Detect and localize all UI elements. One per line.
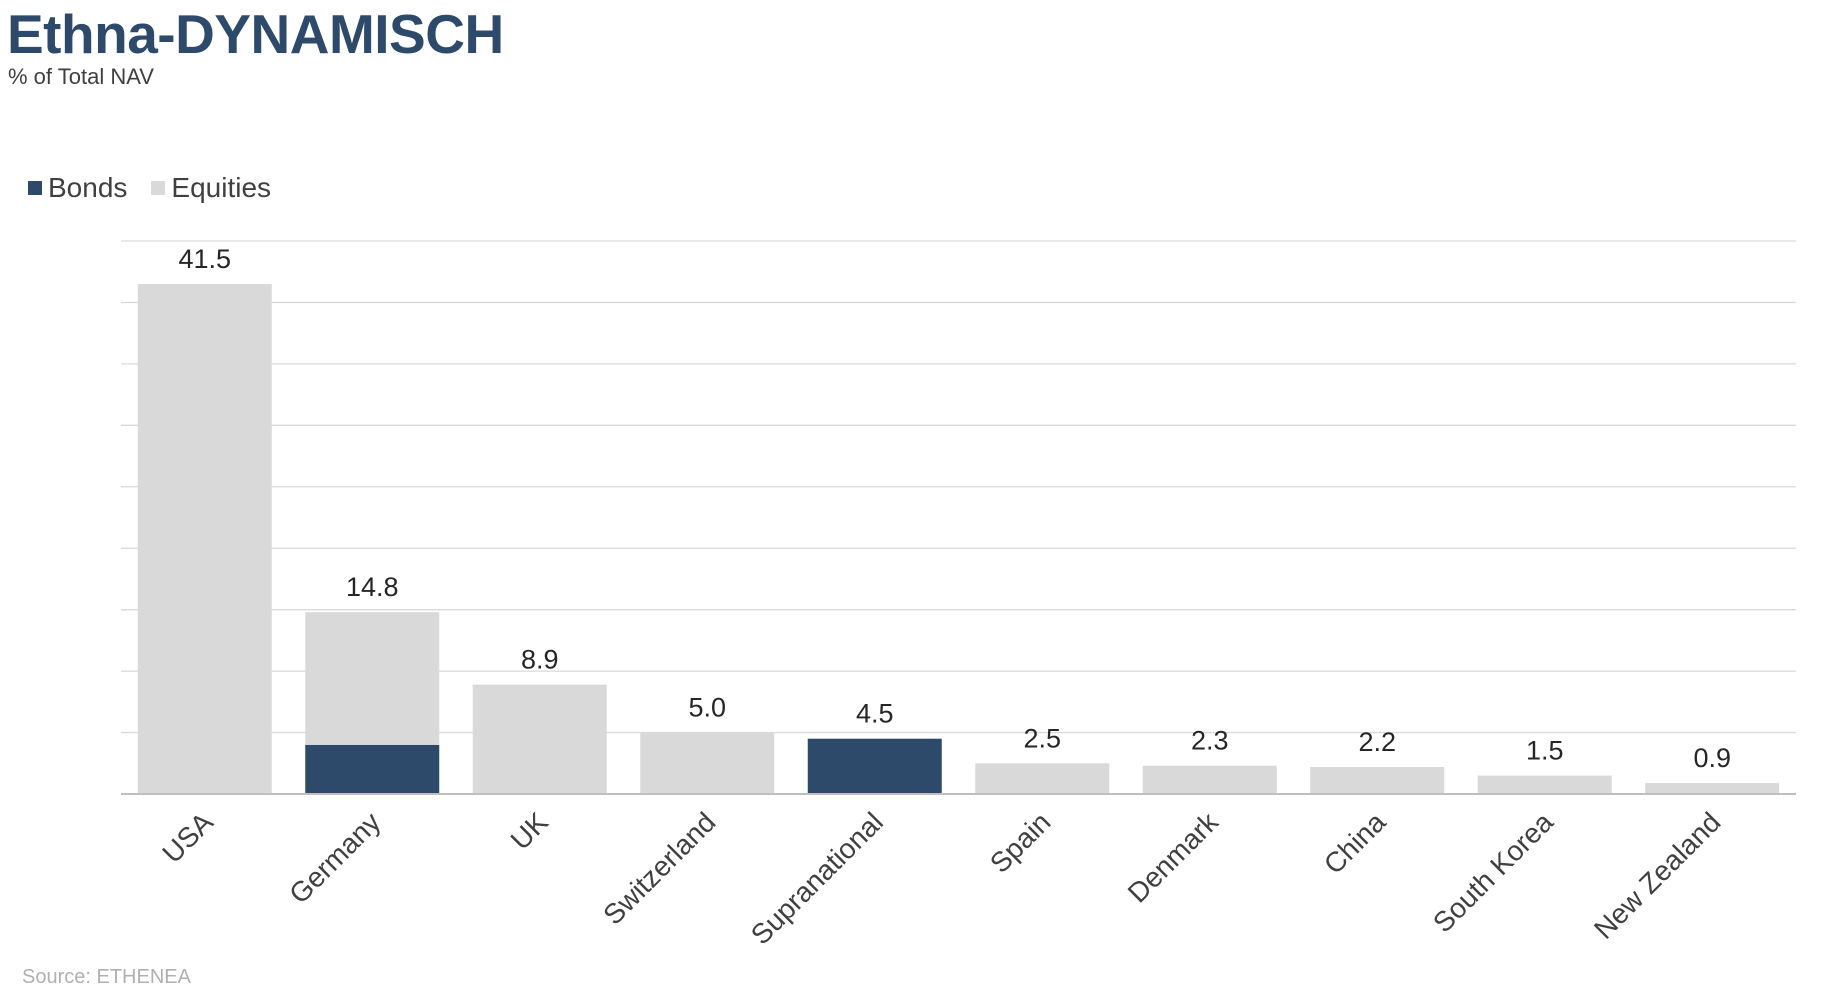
legend-swatch-bonds [28,181,42,195]
data-label-south-korea: 1.5 [1526,736,1564,766]
chart-legend: Bonds Equities [28,172,295,204]
legend-item-equities: Equities [151,172,271,204]
tick-label-usa: USA [156,806,219,869]
bar-supranational-bonds [807,738,942,794]
tick-label-germany: Germany [283,806,386,909]
data-label-spain: 2.5 [1023,723,1061,753]
data-label-new-zealand: 0.9 [1693,743,1731,773]
bars [137,284,1780,794]
bar-new-zealand-equities [1645,782,1780,794]
bar-china-equities [1310,766,1445,794]
tick-label-switzerland: Switzerland [597,806,721,930]
tick-label-south-korea: South Korea [1427,806,1559,938]
data-label-switzerland: 5.0 [688,693,726,723]
legend-swatch-equities [151,181,166,195]
data-labels: 41.5 14.8 8.9 5.0 4.5 2.5 2.3 2.2 1.5 0.9 [178,244,1731,773]
tick-label-china: China [1318,806,1392,880]
legend-item-bonds: Bonds [28,172,127,204]
legend-label-equities: Equities [171,172,272,203]
bar-switzerland-equities [640,732,775,794]
bar-uk-equities [472,684,607,794]
x-axis: USA Germany UK Switzerland Supranational Spai… [121,793,1796,950]
chart-subtitle: % of Total NAV [8,64,154,89]
data-label-china: 2.2 [1358,727,1396,757]
legend-label-bonds: Bonds [48,172,128,203]
bar-denmark-equities [1142,765,1277,794]
data-label-germany: 14.8 [346,572,399,602]
tick-label-new-zealand: New Zealand [1588,806,1727,945]
data-label-supranational: 4.5 [856,699,894,729]
bar-germany-bonds [305,744,440,794]
bar-germany-equities [305,612,440,745]
data-label-usa: 41.5 [178,244,231,274]
tick-label-uk: UK [505,806,555,856]
source-note: Source: ETHENEA [22,966,191,988]
chart-title: Ethna-DYNAMISCH [7,3,504,65]
bar-spain-equities [975,763,1110,794]
tick-label-denmark: Denmark [1122,806,1225,909]
data-label-denmark: 2.3 [1191,726,1229,756]
tick-label-supranational: Supranational [745,806,889,950]
data-label-uk: 8.9 [521,645,559,675]
tick-label-spain: Spain [984,806,1057,879]
bar-south-korea-equities [1477,775,1612,794]
bar-usa-equities [137,284,272,794]
